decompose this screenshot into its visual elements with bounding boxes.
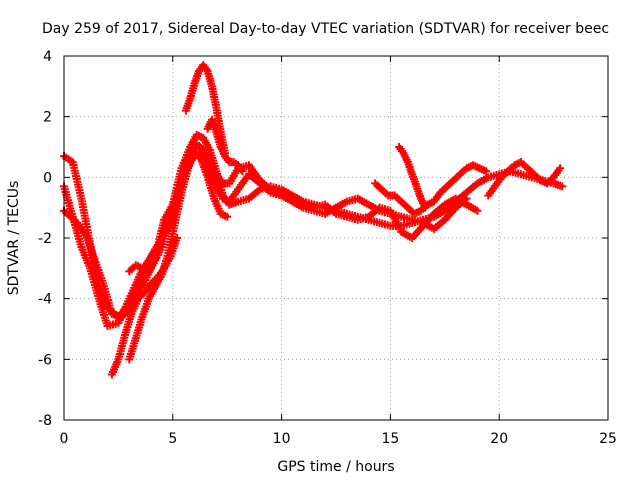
data-point xyxy=(482,167,491,176)
grid-layer xyxy=(64,56,608,420)
series-track-3 xyxy=(60,149,482,321)
data-point xyxy=(558,182,567,191)
series-track-11 xyxy=(484,158,565,200)
x-tick-label: 5 xyxy=(168,431,177,447)
y-axis-label: SDTVAR / TECUs xyxy=(6,181,22,296)
data-point xyxy=(462,194,471,203)
x-tick-label: 10 xyxy=(273,431,291,447)
data-point xyxy=(151,255,160,264)
series-track-5 xyxy=(125,149,232,364)
x-tick-label: 25 xyxy=(599,431,617,447)
series-track-6 xyxy=(125,255,160,276)
axes-layer: 0 5 10 15 20 25 -8 -6 -4 -2 0 2 4 xyxy=(38,49,617,447)
x-axis-label: GPS time / hours xyxy=(277,459,394,475)
data-point xyxy=(223,212,232,221)
y-tick-label: 2 xyxy=(43,110,52,126)
data-point xyxy=(173,234,182,242)
series-track-8 xyxy=(203,115,247,176)
data-point xyxy=(238,167,247,176)
data-point xyxy=(473,206,482,215)
plot-frame xyxy=(63,55,609,421)
series-track-7 xyxy=(181,61,230,158)
x-tick-label: 0 xyxy=(60,431,69,447)
y-tick-label: -8 xyxy=(38,413,52,429)
data-point xyxy=(556,164,565,173)
x-tick-label: 20 xyxy=(490,431,508,447)
y-tick-label: 0 xyxy=(43,170,52,186)
y-tick-label: -4 xyxy=(38,292,52,308)
series-track-10 xyxy=(395,143,430,212)
data-point xyxy=(421,203,430,212)
chart-title: Day 259 of 2017, Sidereal Day-to-day VTE… xyxy=(42,21,609,37)
data-points xyxy=(60,61,567,379)
y-tick-label: -2 xyxy=(38,231,52,247)
x-tick-label: 15 xyxy=(381,431,399,447)
y-tick-label: 4 xyxy=(43,49,52,65)
y-tick-label: -6 xyxy=(38,352,52,368)
series-track-9 xyxy=(371,161,491,218)
